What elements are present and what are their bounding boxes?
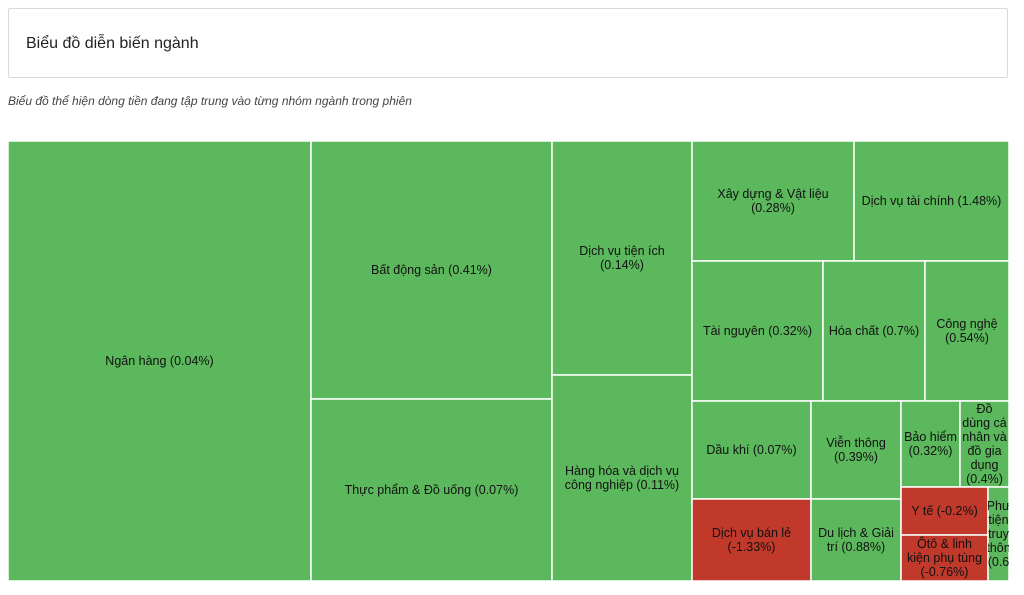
treemap-cell-rect[interactable] <box>853 140 1010 262</box>
treemap-cell-rect[interactable] <box>810 498 902 582</box>
treemap-cell-label-line: Ngân hàng (0.04%) <box>105 354 213 368</box>
treemap-cell-label: Du lịch & Giải trí (0.88%) <box>818 526 894 554</box>
treemap-cell-label-line: (0.54%) <box>945 331 989 345</box>
treemap-cell-label: Hóa chất (0.7%) <box>829 324 919 338</box>
treemap-cell-label-line: trí (0.88%) <box>827 540 885 554</box>
treemap-cell-label-line: (0.14%) <box>600 258 644 272</box>
treemap-cell-label-line: Y tế (-0.2%) <box>911 504 977 518</box>
treemap-cell-label-line: Viễn thông <box>826 435 886 450</box>
treemap-cell-label-line: Dịch vụ tài chính (1.48%) <box>862 194 1002 208</box>
treemap-cell-label-line: (-0.76%) <box>921 565 969 579</box>
treemap-cell-label-line: dụng <box>971 458 999 472</box>
treemap-cell-label-line: Công nghệ <box>936 317 997 331</box>
treemap-cell-label-line: (0.28%) <box>751 201 795 215</box>
treemap-cell-label-line: kiện phụ tùng <box>907 551 982 565</box>
treemap-cell[interactable]: Dịch vụ tài chính (1.48%) <box>853 140 1010 262</box>
treemap-cell-label: Dịch vụ tài chính (1.48%) <box>862 194 1002 208</box>
treemap-cell-label-line: Dịch vụ tiện ích <box>579 244 665 258</box>
treemap-cell-label-line: Dầu khí (0.07%) <box>706 443 796 457</box>
chart-header-card: Biểu đồ diễn biến ngành <box>8 8 1008 78</box>
treemap-cell-label-line: truy <box>988 527 1010 541</box>
treemap-cell-label: Dịch vụ tiện ích (0.14%) <box>579 244 665 272</box>
treemap-cell[interactable]: Xây dựng & Vật liệu (0.28%) <box>691 140 855 262</box>
treemap-cell-rect[interactable] <box>691 400 812 500</box>
treemap-cell-rect[interactable] <box>551 140 693 376</box>
treemap-cell-label-line: Hàng hóa và dịch vụ <box>565 464 679 478</box>
treemap-cell-rect[interactable] <box>987 486 1010 582</box>
treemap-cell[interactable]: Du lịch & Giải trí (0.88%) <box>810 498 902 582</box>
treemap-cell-rect[interactable] <box>900 534 989 582</box>
chart-subtitle: Biểu đồ thể hiện dòng tiền đang tập trun… <box>8 94 412 108</box>
treemap-cell[interactable]: Bất động sản (0.41%) <box>310 140 553 400</box>
treemap-cell-label-line: đồ gia <box>967 444 1001 458</box>
treemap-cell-label-line: thôn <box>986 541 1010 555</box>
treemap-cell-label: Thực phẩm & Đồ uống (0.07%) <box>345 483 519 497</box>
treemap-cell[interactable]: Dịch vụ tiện ích (0.14%) <box>551 140 693 376</box>
treemap-cell-label-line: Tài nguyên (0.32%) <box>703 324 812 338</box>
treemap-cell-label: Ôtô & linh kiện phụ tùng (-0.76%) <box>907 536 982 579</box>
treemap-cell[interactable]: Viễn thông (0.39%) <box>810 400 902 500</box>
treemap-cell-label: Hàng hóa và dịch vụ công nghiệp (0.11%) <box>565 464 679 492</box>
treemap-cell[interactable]: Tài nguyên (0.32%) <box>691 260 824 402</box>
treemap-cell-label: Viễn thông (0.39%) <box>826 435 886 464</box>
treemap-cell[interactable]: Thực phẩm & Đồ uống (0.07%) <box>310 398 553 582</box>
treemap-cell-rect[interactable] <box>822 260 926 402</box>
treemap-cell-label: Ngân hàng (0.04%) <box>105 354 213 368</box>
treemap-cell-label-line: Hóa chất (0.7%) <box>829 324 919 338</box>
treemap-cell-label: Y tế (-0.2%) <box>911 504 977 518</box>
treemap-cell-label: Công nghệ (0.54%) <box>936 317 997 345</box>
treemap-cell-rect[interactable] <box>924 260 1010 402</box>
treemap-cell-label-line: Thực phẩm & Đồ uống (0.07%) <box>345 483 519 497</box>
treemap-cell-rect[interactable] <box>551 374 693 582</box>
treemap-cell-label-line: tiện <box>988 513 1008 527</box>
treemap-cell-label-line: (0.6 <box>988 555 1010 569</box>
treemap-cell[interactable]: Ôtô & linh kiện phụ tùng (-0.76%) <box>900 534 989 582</box>
treemap-cell[interactable]: Phư tiện truy thôn (0.6 <box>986 486 1010 582</box>
treemap-cell[interactable]: Hàng hóa và dịch vụ công nghiệp (0.11%) <box>551 374 693 582</box>
treemap-cell[interactable]: Ngân hàng (0.04%) <box>7 140 312 582</box>
treemap-cell-rect[interactable] <box>959 400 1010 488</box>
treemap-cell-label: Dịch vụ bán lẻ (-1.33%) <box>712 526 791 554</box>
treemap-cell-rect[interactable] <box>691 260 824 402</box>
treemap-cell-label-line: nhân và <box>962 430 1007 444</box>
treemap-cell[interactable]: Dầu khí (0.07%) <box>691 400 812 500</box>
treemap-cell[interactable]: Y tế (-0.2%) <box>900 486 989 536</box>
treemap-cell-label-line: công nghiệp (0.11%) <box>565 478 679 492</box>
treemap-cell-rect[interactable] <box>900 400 961 488</box>
treemap-cell-label: Phư tiện truy thôn (0.6 <box>986 499 1010 569</box>
treemap-cell-rect[interactable] <box>310 398 553 582</box>
treemap-cell-label: Dầu khí (0.07%) <box>706 443 796 457</box>
treemap-cell-label-line: Ôtô & linh <box>917 536 972 551</box>
treemap-cell-label-line: (0.39%) <box>834 450 878 464</box>
treemap-cell[interactable]: Hóa chất (0.7%) <box>822 260 926 402</box>
treemap-cell-label-line: Du lịch & Giải <box>818 526 894 540</box>
treemap-cell[interactable]: Công nghệ (0.54%) <box>924 260 1010 402</box>
treemap-cell[interactable]: Đồ dùng cá nhân và đồ gia dụng (0.4%) <box>959 400 1010 488</box>
treemap-cell-rect[interactable] <box>810 400 902 500</box>
treemap-cell-label-line: Xây dựng & Vật liệu <box>717 187 828 201</box>
treemap-cell-rect[interactable] <box>310 140 553 400</box>
treemap-cell-label-line: Phư <box>987 499 1011 513</box>
treemap-cell[interactable]: Dịch vụ bán lẻ (-1.33%) <box>691 498 812 582</box>
treemap-cell-label: Bảo hiểm (0.32%) <box>904 430 957 458</box>
chart-title: Biểu đồ diễn biến ngành <box>26 35 199 52</box>
treemap-cell-label: Xây dựng & Vật liệu (0.28%) <box>717 187 828 215</box>
treemap-cell-label-line: dùng cá <box>962 416 1007 430</box>
treemap-cell-label-line: Đồ <box>977 402 993 416</box>
treemap-cell[interactable]: Bảo hiểm (0.32%) <box>900 400 961 488</box>
treemap-cell-label-line: (0.32%) <box>909 444 953 458</box>
treemap-cell-label: Tài nguyên (0.32%) <box>703 324 812 338</box>
treemap-cell-label-line: Bất động sản (0.41%) <box>371 263 492 277</box>
treemap-cell-rect[interactable] <box>691 140 855 262</box>
treemap-cell-label: Bất động sản (0.41%) <box>371 263 492 277</box>
treemap-cell-label-line: Bảo hiểm <box>904 430 957 444</box>
treemap-cell-label: Đồ dùng cá nhân và đồ gia dụng (0.4%) <box>962 402 1007 486</box>
treemap-cell-label-line: (-1.33%) <box>728 540 776 554</box>
treemap-cell-label-line: (0.4%) <box>966 472 1003 486</box>
treemap-cell-rect[interactable] <box>691 498 812 582</box>
treemap-cell-label-line: Dịch vụ bán lẻ <box>712 526 791 540</box>
